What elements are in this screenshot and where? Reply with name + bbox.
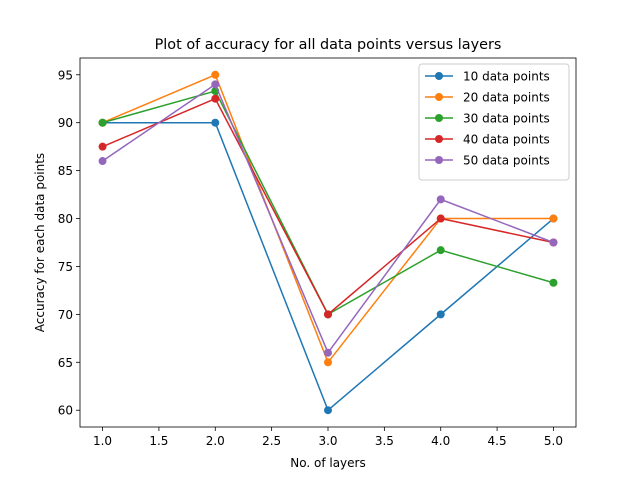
data-point bbox=[211, 70, 220, 79]
chart-title: Plot of accuracy for all data points ver… bbox=[155, 37, 502, 53]
y-tick-label: 95 bbox=[58, 68, 73, 82]
y-tick-label: 70 bbox=[58, 308, 73, 322]
data-point bbox=[436, 214, 445, 223]
x-tick-label: 4.0 bbox=[431, 434, 450, 448]
legend-marker bbox=[435, 114, 443, 122]
data-point bbox=[211, 118, 220, 127]
series-layer bbox=[98, 70, 558, 415]
data-point bbox=[98, 142, 107, 151]
ticks-layer: 1.0 1.5 2.0 2.5 3.0 3.5 4.0 4.5 5.0 60 65 70 75 80 85 9… bbox=[58, 68, 563, 448]
legend-label: 30 data points bbox=[463, 112, 550, 126]
x-tick-label: 2.0 bbox=[206, 434, 225, 448]
x-axis-label: No. of layers bbox=[290, 456, 365, 470]
x-tick-label: 3.5 bbox=[375, 434, 394, 448]
y-tick-label: 85 bbox=[58, 164, 73, 178]
legend: 10 data points 20 data points 30 data poin… bbox=[418, 63, 570, 181]
y-tick-label: 90 bbox=[58, 116, 73, 130]
legend-label: 40 data points bbox=[463, 133, 550, 147]
data-point bbox=[436, 246, 445, 255]
y-tick-label: 65 bbox=[58, 356, 73, 370]
data-point bbox=[324, 310, 332, 319]
legend-marker bbox=[435, 135, 443, 143]
x-tick-label: 1.0 bbox=[93, 434, 112, 448]
data-point bbox=[324, 348, 332, 357]
legend-item: 10 data points bbox=[425, 70, 550, 84]
data-point bbox=[98, 118, 107, 127]
x-tick-label: 2.5 bbox=[262, 434, 281, 448]
legend-item: 30 data points bbox=[425, 112, 550, 126]
legend-label: 10 data points bbox=[463, 70, 550, 84]
y-tick-label: 75 bbox=[58, 260, 73, 274]
y-tick-label: 60 bbox=[58, 404, 73, 418]
x-tick-label: 3.0 bbox=[318, 434, 337, 448]
legend-label: 50 data points bbox=[463, 154, 550, 168]
legend-marker bbox=[435, 156, 443, 164]
legend-marker bbox=[435, 72, 443, 80]
data-point bbox=[549, 214, 558, 223]
y-axis-label: Accuracy for each data points bbox=[33, 153, 47, 332]
legend-item: 50 data points bbox=[425, 154, 550, 168]
data-point bbox=[549, 238, 558, 247]
legend-label: 20 data points bbox=[463, 91, 550, 105]
legend-item: 40 data points bbox=[425, 133, 550, 147]
data-point bbox=[549, 278, 558, 287]
plot-area-frame bbox=[79, 57, 577, 428]
y-tick-label: 80 bbox=[58, 212, 73, 226]
data-point bbox=[324, 406, 332, 415]
legend-box bbox=[418, 63, 570, 181]
x-tick-label: 4.5 bbox=[488, 434, 507, 448]
data-point bbox=[436, 310, 445, 319]
data-point bbox=[324, 358, 332, 367]
data-point bbox=[436, 195, 445, 204]
legend-marker bbox=[435, 93, 443, 101]
x-tick-label: 5.0 bbox=[544, 434, 563, 448]
data-point bbox=[211, 80, 220, 89]
data-point bbox=[98, 157, 107, 166]
series-5 bbox=[98, 80, 558, 357]
legend-item: 20 data points bbox=[425, 91, 550, 105]
x-tick-label: 1.5 bbox=[149, 434, 168, 448]
data-point bbox=[211, 94, 220, 103]
